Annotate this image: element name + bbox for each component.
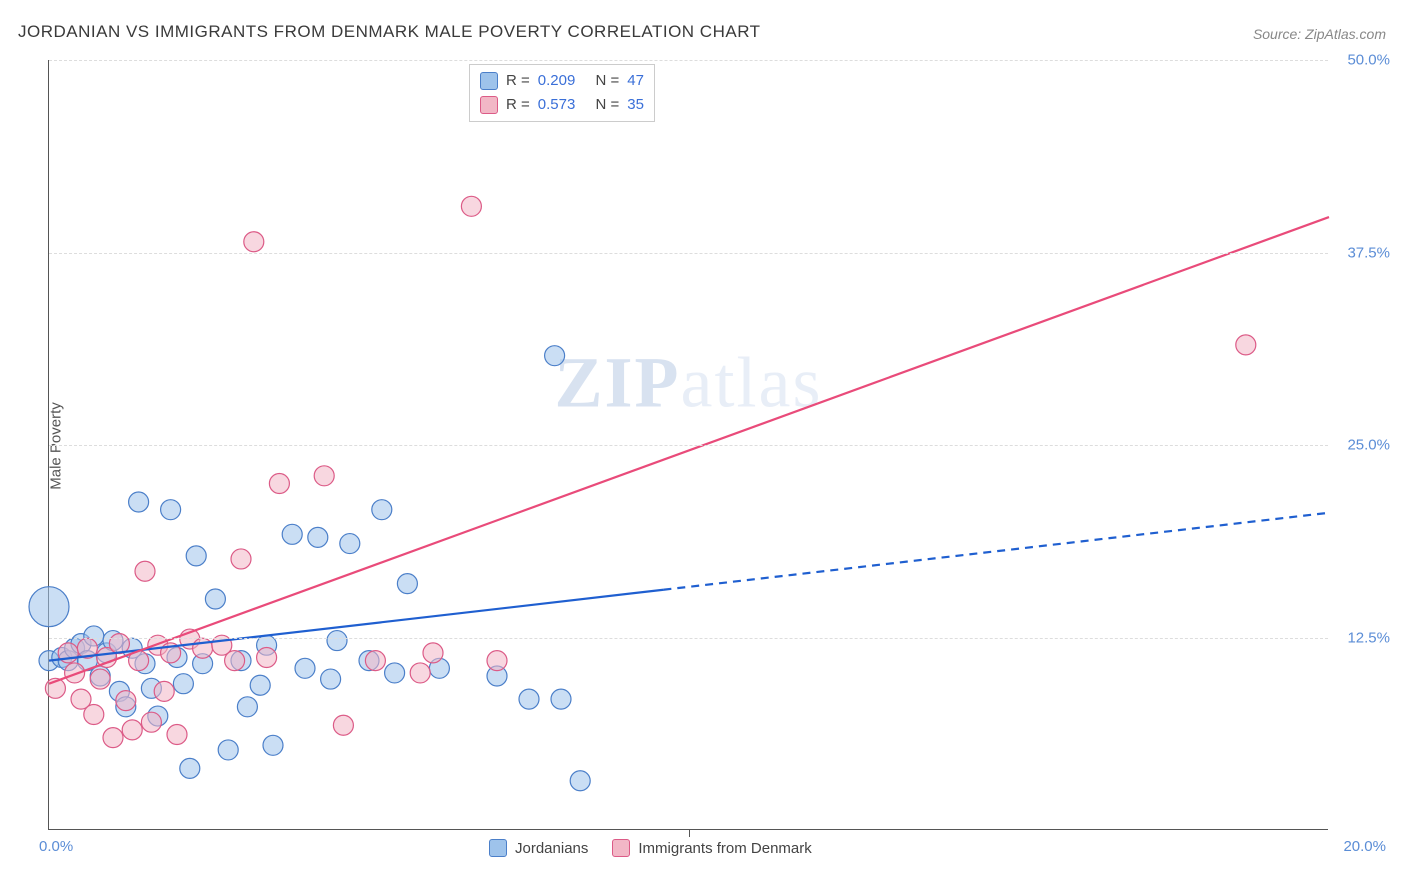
data-point: [397, 574, 417, 594]
data-point: [263, 735, 283, 755]
data-point: [257, 648, 277, 668]
data-point: [84, 705, 104, 725]
data-point: [180, 758, 200, 778]
data-point: [385, 663, 405, 683]
data-point: [90, 669, 110, 689]
gridline: [49, 638, 1328, 639]
data-point: [570, 771, 590, 791]
legend-label: Immigrants from Denmark: [638, 840, 811, 857]
data-point: [372, 500, 392, 520]
data-point: [410, 663, 430, 683]
data-point: [129, 492, 149, 512]
data-point: [250, 675, 270, 695]
y-tick-label: 12.5%: [1347, 629, 1390, 646]
swatch-icon: [489, 839, 507, 857]
data-point: [423, 643, 443, 663]
y-tick-label: 25.0%: [1347, 437, 1390, 454]
chart-plot-area: ZIPatlas R = 0.209 N = 47 R = 0.573 N = …: [48, 60, 1328, 830]
data-point: [186, 546, 206, 566]
data-point: [327, 631, 347, 651]
data-point: [135, 561, 155, 581]
data-point: [1236, 335, 1256, 355]
data-point: [365, 651, 385, 671]
data-point: [173, 674, 193, 694]
data-point: [295, 658, 315, 678]
x-tick-min: 0.0%: [39, 838, 73, 855]
data-point: [551, 689, 571, 709]
data-point: [333, 715, 353, 735]
data-point: [308, 527, 328, 547]
data-point: [314, 466, 334, 486]
series-legend: Jordanians Immigrants from Denmark: [489, 839, 812, 857]
data-point: [269, 474, 289, 494]
chart-title: JORDANIAN VS IMMIGRANTS FROM DENMARK MAL…: [18, 22, 761, 42]
data-point: [237, 697, 257, 717]
data-point: [167, 725, 187, 745]
data-point: [205, 589, 225, 609]
data-point: [545, 346, 565, 366]
data-point: [103, 728, 123, 748]
y-tick-label: 37.5%: [1347, 244, 1390, 261]
data-point: [116, 691, 136, 711]
gridline: [49, 60, 1328, 61]
data-point: [225, 651, 245, 671]
data-point: [487, 651, 507, 671]
data-point: [231, 549, 251, 569]
data-point: [29, 587, 69, 627]
data-point: [321, 669, 341, 689]
data-point: [519, 689, 539, 709]
regression-line-extrapolated: [663, 513, 1329, 590]
data-point: [461, 196, 481, 216]
x-tick-mark: [689, 829, 690, 837]
legend-item: Jordanians: [489, 839, 588, 857]
x-tick-max: 20.0%: [1343, 838, 1386, 855]
source-label: Source: ZipAtlas.com: [1253, 26, 1386, 42]
data-point: [122, 720, 142, 740]
data-point: [161, 500, 181, 520]
regression-line: [49, 217, 1329, 684]
swatch-icon: [612, 839, 630, 857]
gridline: [49, 445, 1328, 446]
data-point: [282, 524, 302, 544]
data-point: [218, 740, 238, 760]
data-point: [141, 712, 161, 732]
gridline: [49, 253, 1328, 254]
data-point: [154, 681, 174, 701]
data-point: [244, 232, 264, 252]
data-point: [340, 534, 360, 554]
y-tick-label: 50.0%: [1347, 52, 1390, 69]
legend-item: Immigrants from Denmark: [612, 839, 811, 857]
legend-label: Jordanians: [515, 840, 588, 857]
